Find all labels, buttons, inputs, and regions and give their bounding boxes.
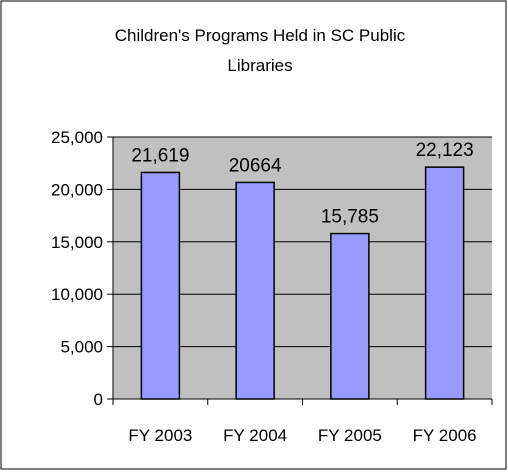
- chart-title-line-2: Libraries: [227, 56, 292, 75]
- bar-value-label: 22,123: [416, 140, 474, 161]
- bar: [424, 166, 465, 400]
- x-tick-label: FY 2006: [413, 426, 477, 445]
- x-tick-label: FY 2004: [223, 426, 287, 445]
- y-tick-label: 15,000: [51, 233, 103, 252]
- y-tick-label: 5,000: [60, 338, 103, 357]
- x-tick-label: FY 2003: [128, 426, 192, 445]
- y-axis-ticks: 0 5,000 10,000 15,000 20,000 25,000: [51, 128, 113, 409]
- y-tick-label: 0: [94, 390, 103, 409]
- bars: [140, 166, 465, 400]
- y-tick-label: 10,000: [51, 285, 103, 304]
- y-tick-label: 20,000: [51, 180, 103, 199]
- bar-value-label: 21,619: [131, 145, 189, 166]
- bar: [330, 232, 370, 400]
- bar: [235, 181, 275, 400]
- bar-value-label: 20664: [229, 155, 282, 176]
- x-axis-ticks: FY 2003 FY 2004 FY 2005 FY 2006: [112, 399, 493, 445]
- y-tick-label: 25,000: [51, 128, 103, 147]
- data-labels: 21,619 20664 15,785 22,123: [131, 140, 473, 227]
- chart-title-line-1: Children's Programs Held in SC Public: [115, 26, 406, 45]
- bar: [140, 171, 181, 400]
- bar-value-label: 15,785: [321, 207, 379, 228]
- x-tick-label: FY 2005: [318, 426, 382, 445]
